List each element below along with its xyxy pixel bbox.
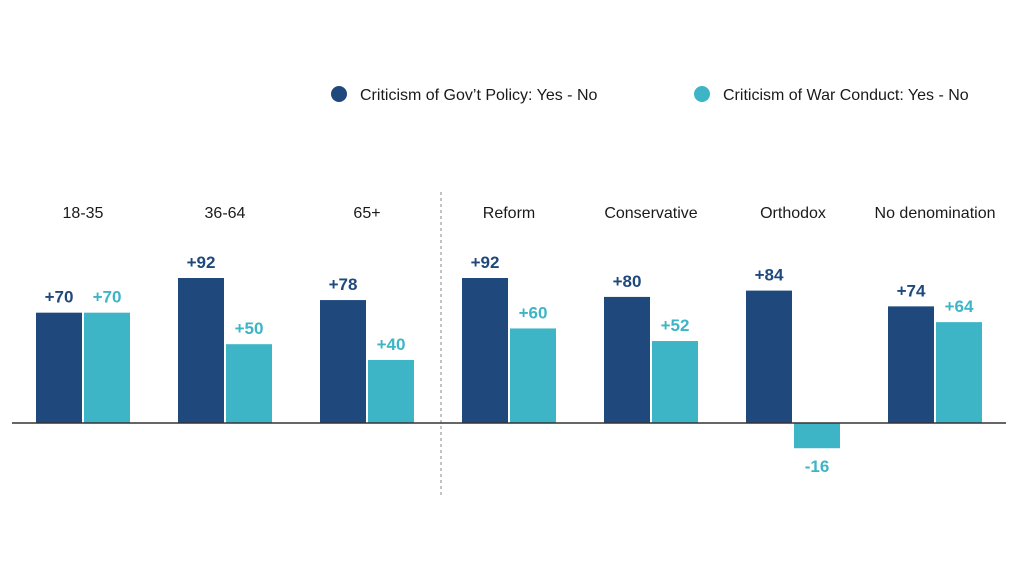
category-label-4: Conservative [604, 205, 697, 222]
value-label-series0-0: +70 [45, 288, 74, 307]
bar-series0-1 [178, 278, 224, 423]
bar-series0-4 [604, 296, 650, 423]
bar-series1-5 [794, 423, 840, 449]
bar-series0-6 [888, 306, 934, 423]
bar-series1-3 [510, 328, 556, 423]
category-label-3: Reform [483, 205, 535, 222]
category-label-0: 18-35 [63, 205, 104, 222]
bar-series1-6 [936, 322, 982, 423]
value-label-series1-0: +70 [93, 288, 122, 307]
value-label-series0-6: +74 [897, 281, 926, 300]
legend-label-war-conduct: Criticism of War Conduct: Yes - No [723, 87, 969, 104]
legend-marker-gov-policy [331, 86, 347, 102]
bar-series0-2 [320, 300, 366, 423]
bar-series0-5 [746, 290, 792, 423]
bar-series0-3 [462, 278, 508, 423]
value-label-series0-4: +80 [613, 272, 642, 291]
bar-series1-0 [84, 312, 130, 423]
value-label-series1-1: +50 [235, 319, 264, 338]
bar-series1-1 [226, 344, 272, 423]
value-label-series1-5: -16 [805, 457, 830, 476]
legend: Criticism of Gov’t Policy: Yes - No Crit… [331, 86, 969, 104]
value-label-series1-3: +60 [519, 303, 548, 322]
category-label-1: 36-64 [205, 205, 246, 222]
bar-series0-0 [36, 312, 82, 423]
value-label-series0-3: +92 [471, 253, 500, 272]
category-label-6: No denomination [875, 205, 996, 222]
value-label-series1-2: +40 [377, 335, 406, 354]
legend-label-gov-policy: Criticism of Gov’t Policy: Yes - No [360, 87, 598, 104]
value-label-series1-4: +52 [661, 316, 690, 335]
value-label-series0-5: +84 [755, 266, 784, 285]
legend-marker-war-conduct [694, 86, 710, 102]
bar-series1-4 [652, 341, 698, 423]
category-label-5: Orthodox [760, 205, 826, 222]
value-label-series1-6: +64 [945, 297, 974, 316]
value-label-series0-2: +78 [329, 275, 358, 294]
plot-area: 18-35 +70 +70 36-64 +92 +50 65+ +78 +40 Reform +92… [12, 192, 1006, 496]
category-label-2: 65+ [353, 205, 380, 222]
bar-series1-2 [368, 359, 414, 423]
value-label-series0-1: +92 [187, 253, 216, 272]
